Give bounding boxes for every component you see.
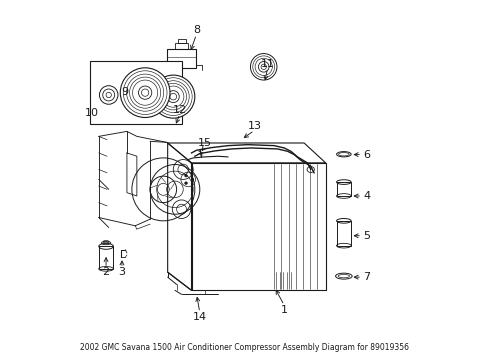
Text: 2: 2 — [102, 267, 109, 277]
Text: 11: 11 — [260, 59, 274, 68]
Text: 1: 1 — [280, 305, 287, 315]
Circle shape — [99, 86, 118, 104]
Text: 2002 GMC Savana 1500 Air Conditioner Compressor Assembly Diagram for 89019356: 2002 GMC Savana 1500 Air Conditioner Com… — [80, 343, 408, 352]
Circle shape — [120, 68, 170, 117]
Circle shape — [102, 89, 114, 101]
Text: 5: 5 — [363, 231, 370, 241]
Text: 7: 7 — [363, 272, 370, 282]
Circle shape — [167, 91, 179, 103]
Text: 15: 15 — [197, 138, 211, 148]
Text: 6: 6 — [363, 150, 370, 159]
Bar — [336, 221, 350, 246]
Circle shape — [151, 75, 194, 118]
Circle shape — [191, 178, 193, 181]
Text: 4: 4 — [363, 191, 370, 201]
Text: 3: 3 — [118, 267, 125, 277]
Bar — [90, 61, 181, 124]
Text: 9: 9 — [122, 87, 128, 96]
Circle shape — [258, 62, 268, 72]
Circle shape — [250, 54, 276, 80]
Text: 8: 8 — [193, 26, 200, 35]
Circle shape — [184, 182, 187, 184]
Text: 12: 12 — [172, 105, 186, 115]
Bar — [175, 43, 188, 49]
Circle shape — [184, 174, 187, 177]
Bar — [336, 182, 350, 196]
Bar — [166, 49, 196, 68]
Text: 10: 10 — [85, 108, 99, 118]
Circle shape — [138, 86, 151, 99]
Bar — [99, 246, 113, 269]
Text: 13: 13 — [247, 121, 261, 131]
Text: 14: 14 — [192, 312, 206, 322]
Bar — [177, 39, 185, 43]
